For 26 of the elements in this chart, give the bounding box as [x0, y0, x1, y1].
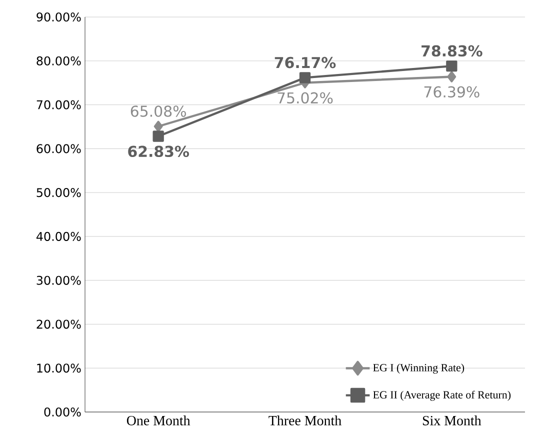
- data-label: 76.17%: [274, 56, 336, 68]
- x-tick-label: Six Month: [422, 416, 482, 426]
- point: [154, 120, 163, 132]
- y-tick-label: 60.00%: [36, 144, 81, 154]
- point: [446, 60, 458, 72]
- y-tick-label: 90.00%: [36, 12, 81, 22]
- point: [299, 72, 311, 84]
- y-tick-label: 70.00%: [36, 100, 81, 110]
- data-label: 65.08%: [130, 106, 186, 117]
- y-tick-label: 40.00%: [36, 232, 81, 241]
- y-tick-label: 0.00%: [44, 407, 81, 417]
- data-label: 75.02%: [278, 92, 333, 104]
- legend-label: EG I (Winning Rate): [373, 364, 464, 374]
- point: [152, 130, 164, 142]
- data-label: 78.83%: [422, 45, 482, 57]
- legend-label: EG II (Average Rate of Return): [373, 390, 511, 401]
- data-label: 76.39%: [424, 86, 480, 98]
- y-tick-label: 30.00%: [36, 276, 81, 285]
- data-label: 62.83%: [128, 146, 189, 158]
- y-tick-label: 10.00%: [37, 364, 81, 373]
- y-tick-label: 20.00%: [36, 320, 81, 329]
- point: [447, 71, 456, 82]
- x-tick-label: Three Month: [268, 416, 342, 426]
- y-tick-label: 50.00%: [36, 188, 81, 198]
- y-tick-label: 80.00%: [36, 56, 81, 66]
- x-tick-label: One Month: [126, 416, 190, 426]
